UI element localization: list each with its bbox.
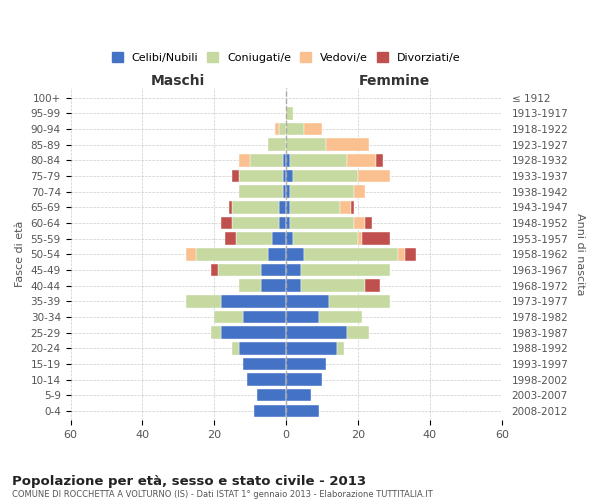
Bar — [340, 201, 351, 213]
Bar — [286, 374, 322, 386]
Bar — [229, 201, 232, 213]
Bar — [272, 232, 286, 245]
Bar — [286, 280, 301, 292]
Bar — [261, 280, 286, 292]
Bar — [365, 280, 380, 292]
Bar — [185, 248, 196, 260]
Bar — [286, 138, 326, 151]
Bar — [347, 326, 369, 339]
Bar — [286, 404, 319, 417]
Bar — [257, 389, 286, 402]
Bar — [304, 248, 398, 260]
Bar — [268, 248, 286, 260]
Bar — [355, 216, 365, 230]
Bar — [376, 154, 383, 166]
Bar — [362, 232, 391, 245]
Bar — [286, 295, 329, 308]
Bar — [239, 342, 286, 354]
Bar — [398, 248, 405, 260]
Bar — [358, 170, 391, 182]
Text: COMUNE DI ROCCHETTA A VOLTURNO (IS) - Dati ISTAT 1° gennaio 2013 - Elaborazione : COMUNE DI ROCCHETTA A VOLTURNO (IS) - Da… — [12, 490, 433, 499]
Bar — [290, 216, 355, 230]
Bar — [286, 389, 311, 402]
Bar — [185, 295, 221, 308]
Bar — [211, 264, 218, 276]
Bar — [286, 264, 301, 276]
Bar — [365, 216, 373, 230]
Bar — [290, 186, 355, 198]
Bar — [279, 216, 286, 230]
Bar — [225, 232, 236, 245]
Bar — [286, 358, 326, 370]
Bar — [286, 170, 293, 182]
Bar — [214, 310, 243, 323]
Y-axis label: Fasce di età: Fasce di età — [15, 221, 25, 288]
Bar — [211, 326, 221, 339]
Bar — [283, 186, 286, 198]
Bar — [275, 123, 279, 136]
Bar — [232, 342, 239, 354]
Bar — [405, 248, 416, 260]
Bar — [243, 310, 286, 323]
Bar — [286, 201, 290, 213]
Bar — [286, 310, 319, 323]
Bar — [286, 123, 304, 136]
Bar — [329, 295, 391, 308]
Bar — [301, 264, 391, 276]
Text: Femmine: Femmine — [358, 74, 430, 88]
Bar — [232, 216, 279, 230]
Text: Maschi: Maschi — [151, 74, 205, 88]
Bar — [337, 342, 344, 354]
Bar — [286, 232, 293, 245]
Bar — [268, 138, 286, 151]
Bar — [243, 358, 286, 370]
Bar — [247, 374, 286, 386]
Bar — [301, 280, 365, 292]
Bar — [286, 216, 290, 230]
Bar — [290, 154, 347, 166]
Bar — [221, 216, 232, 230]
Bar — [286, 342, 337, 354]
Bar — [286, 248, 304, 260]
Bar — [279, 123, 286, 136]
Bar — [286, 107, 293, 120]
Bar — [283, 170, 286, 182]
Bar — [286, 186, 290, 198]
Bar — [286, 154, 290, 166]
Bar — [355, 186, 365, 198]
Bar — [279, 201, 286, 213]
Bar — [232, 170, 239, 182]
Y-axis label: Anni di nascita: Anni di nascita — [575, 213, 585, 296]
Bar — [293, 170, 358, 182]
Bar — [232, 201, 279, 213]
Bar — [304, 123, 322, 136]
Text: Popolazione per età, sesso e stato civile - 2013: Popolazione per età, sesso e stato civil… — [12, 475, 366, 488]
Bar — [221, 295, 286, 308]
Bar — [196, 248, 268, 260]
Bar — [218, 264, 261, 276]
Bar — [221, 326, 286, 339]
Bar — [239, 186, 283, 198]
Bar — [358, 232, 362, 245]
Bar — [254, 404, 286, 417]
Bar — [239, 170, 283, 182]
Bar — [250, 154, 283, 166]
Bar — [283, 154, 286, 166]
Bar — [239, 154, 250, 166]
Bar — [319, 310, 362, 323]
Bar — [293, 232, 358, 245]
Bar — [261, 264, 286, 276]
Legend: Celibi/Nubili, Coniugati/e, Vedovi/e, Divorziati/e: Celibi/Nubili, Coniugati/e, Vedovi/e, Di… — [107, 48, 465, 67]
Bar — [326, 138, 369, 151]
Bar — [236, 232, 272, 245]
Bar — [351, 201, 355, 213]
Bar — [347, 154, 376, 166]
Bar — [239, 280, 261, 292]
Bar — [286, 326, 347, 339]
Bar — [290, 201, 340, 213]
